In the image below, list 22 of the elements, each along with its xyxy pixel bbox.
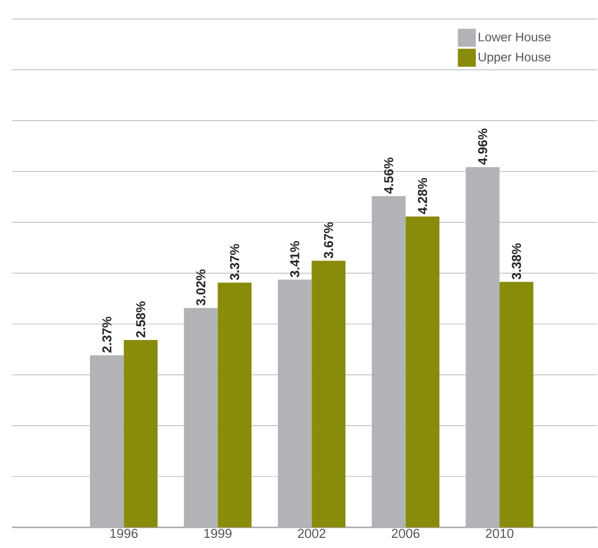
data-label: 3.41% — [290, 241, 300, 278]
legend-label: Lower House — [478, 32, 551, 42]
legend-label: Upper House — [478, 52, 551, 64]
bar — [312, 260, 346, 528]
bar — [218, 282, 252, 528]
data-label: 2.37% — [102, 316, 112, 352]
x-tick-label: 2010 — [486, 528, 514, 538]
bar — [124, 340, 158, 528]
data-label: 3.38% — [512, 243, 522, 280]
data-label: 3.37% — [230, 244, 240, 280]
x-tick-label: 2006 — [392, 528, 420, 538]
data-label: 2.58% — [136, 301, 146, 338]
data-label: 4.56% — [384, 158, 394, 194]
data-label: 3.67% — [324, 222, 334, 258]
bar — [406, 216, 440, 528]
bar — [500, 282, 534, 528]
x-tick-label: 1999 — [204, 528, 232, 538]
x-tick-label: 2002 — [298, 528, 326, 538]
data-label: 4.28% — [418, 178, 428, 214]
data-label: 4.96% — [478, 128, 488, 165]
data-label: 3.02% — [196, 269, 206, 306]
x-tick-label: 1996 — [110, 528, 138, 538]
